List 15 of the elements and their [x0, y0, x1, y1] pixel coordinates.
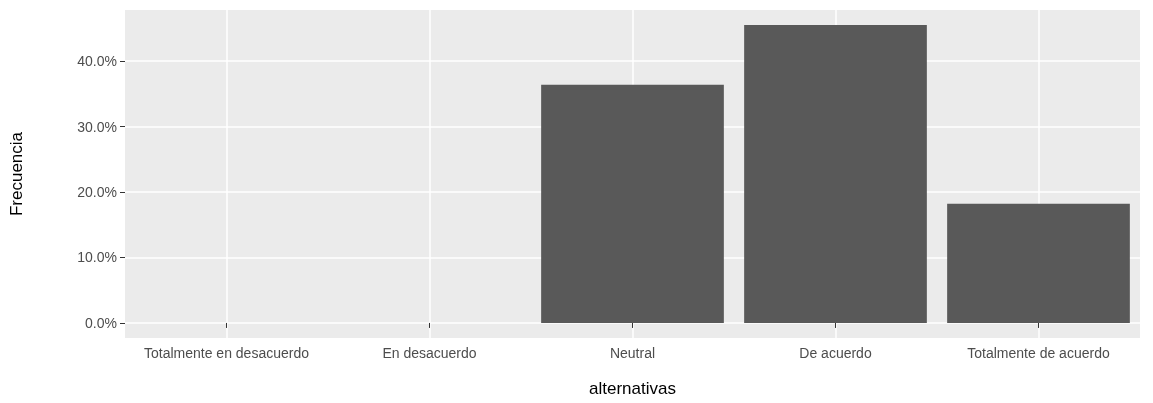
x-tick-label: Neutral — [609, 345, 656, 361]
x-tick-label: En desacuerdo — [382, 345, 477, 361]
x-axis-title: alternativas — [589, 379, 676, 398]
y-tick-label: 0.0% — [85, 314, 117, 331]
x-tick-label: Totalmente en desacuerdo — [144, 345, 310, 361]
y-tick-label: 40.0% — [77, 53, 117, 70]
bar — [744, 25, 927, 323]
bar — [541, 84, 724, 323]
y-tick-label: 10.0% — [77, 249, 117, 266]
y-axis-title: Frecuencia — [7, 131, 26, 217]
x-tick-label: Totalmente de acuerdo — [967, 345, 1110, 361]
y-tick-label: 30.0% — [77, 118, 117, 135]
x-tick-label: De acuerdo — [799, 345, 872, 361]
y-tick-label: 20.0% — [77, 184, 117, 200]
bar — [947, 203, 1130, 323]
